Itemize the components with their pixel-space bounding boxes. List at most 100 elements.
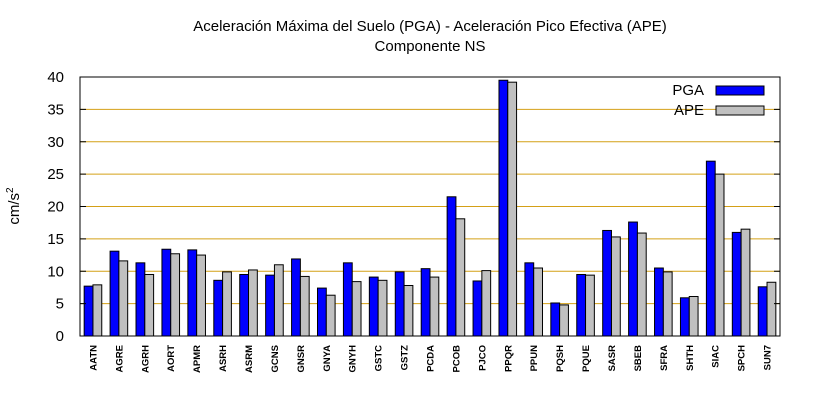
x-tick-label: SFRA	[659, 345, 670, 371]
y-tick-label: 10	[47, 263, 64, 280]
bar-pga-asrh	[214, 280, 223, 336]
bar-ape-pque	[586, 275, 595, 336]
y-tick-label: 20	[47, 199, 64, 216]
bar-ape-asrh	[223, 272, 232, 336]
y-tick-label: 30	[47, 134, 64, 151]
bar-ape-pcob	[456, 219, 465, 336]
x-tick-label: AATN	[88, 345, 99, 371]
bar-pga-asrm	[240, 274, 249, 336]
x-tick-label: APMR	[192, 345, 203, 373]
bar-ape-aatn	[93, 285, 102, 336]
bar-pga-pqsh	[551, 303, 560, 336]
bar-ape-gcns	[274, 265, 283, 336]
bar-ape-spch	[741, 229, 750, 336]
x-tick-label: PPQR	[503, 345, 514, 372]
bar-pga-pcob	[447, 197, 456, 336]
chart-title: Aceleración Máxima del Suelo (PGA) - Ace…	[193, 18, 667, 35]
bar-pga-ppun	[525, 263, 534, 336]
x-tick-label: GSTZ	[400, 345, 411, 371]
bar-ape-pcda	[430, 277, 439, 336]
x-tick-label: AORT	[166, 345, 177, 372]
x-tick-label: SASR	[607, 345, 618, 372]
bar-ape-asrm	[249, 270, 258, 336]
bar-pga-apmr	[188, 250, 197, 336]
bar-ape-shth	[689, 297, 698, 336]
x-tick-label: SUN7	[763, 345, 774, 370]
y-axis-label-unit: cm/s	[6, 193, 23, 225]
chart-subtitle: Componente NS	[375, 38, 486, 55]
bar-pga-gnsr	[292, 259, 301, 336]
bar-ape-pjco	[482, 271, 491, 336]
bar-pga-agre	[110, 251, 119, 336]
bar-pga-gnya	[317, 288, 326, 336]
bar-ape-agrh	[145, 274, 154, 336]
x-tick-label: AGRH	[140, 345, 151, 373]
bar-pga-aatn	[84, 286, 93, 336]
bar-pga-shth	[680, 298, 689, 336]
x-tick-label: SPCH	[737, 345, 748, 372]
bar-pga-spch	[732, 232, 741, 336]
bar-pga-sasr	[603, 230, 612, 336]
bar-ape-sun7	[767, 282, 776, 336]
y-axis-label: cm/s2	[5, 187, 23, 225]
bar-ape-ppun	[534, 268, 543, 336]
x-tick-label: PCOB	[451, 345, 462, 373]
bar-pga-ppqr	[499, 80, 508, 336]
y-tick-label: 0	[56, 328, 64, 345]
y-axis-label-exponent: 2	[5, 187, 16, 193]
bar-ape-sfra	[663, 272, 672, 336]
y-tick-label: 40	[47, 69, 64, 86]
x-tick-label: GCNS	[270, 345, 281, 372]
x-tick-label: GNSR	[296, 345, 307, 373]
x-tick-label: SBEB	[633, 345, 644, 372]
x-tick-label: GNYA	[322, 345, 333, 372]
x-tick-label: PCDA	[426, 345, 437, 372]
bar-ape-ppqr	[508, 82, 517, 336]
x-tick-labels: AATN AGRE AGRH AORT APMR ASRH ASRM GCNS GNSR GNYA…	[88, 345, 773, 373]
bar-ape-gnyh	[352, 282, 361, 336]
legend-swatch-ape	[716, 106, 764, 115]
bar-pga-agrh	[136, 263, 145, 336]
legend-swatch-pga	[716, 86, 764, 95]
x-tick-label: ASRH	[218, 345, 229, 372]
x-tick-label: SHTH	[685, 345, 696, 371]
x-tick-label: PQUE	[581, 345, 592, 372]
x-tick-label: PJCO	[477, 345, 488, 371]
legend-label-ape: APE	[674, 102, 704, 119]
bar-pga-gnyh	[343, 263, 352, 336]
legend-label-pga: PGA	[672, 82, 704, 99]
bar-ape-gnsr	[300, 276, 309, 336]
y-tick-label: 35	[47, 101, 64, 118]
bar-pga-pque	[577, 274, 586, 336]
bar-ape-gstz	[404, 285, 413, 336]
bars	[84, 80, 776, 336]
bar-pga-sun7	[758, 287, 767, 336]
bar-ape-aort	[171, 254, 180, 336]
x-tick-label: AGRE	[114, 345, 125, 372]
x-tick-label: GNYH	[348, 345, 359, 373]
bar-ape-agre	[119, 261, 128, 336]
bar-pga-sfra	[655, 268, 664, 336]
bar-ape-sasr	[611, 237, 620, 336]
bar-ape-pqsh	[560, 305, 569, 336]
legend: PGA APE	[672, 82, 764, 119]
bar-ape-apmr	[197, 255, 206, 336]
bar-ape-sbeb	[637, 233, 646, 336]
x-tick-label: ASRM	[244, 345, 255, 373]
x-tick-label: GSTC	[374, 345, 385, 372]
bar-pga-aort	[162, 249, 171, 336]
bar-ape-siac	[715, 174, 724, 336]
bar-pga-sbeb	[629, 222, 638, 336]
y-tick-label: 25	[47, 166, 64, 183]
bar-pga-gstc	[369, 277, 378, 336]
y-tick-label: 15	[47, 231, 64, 248]
bar-pga-siac	[706, 161, 715, 336]
chart: Aceleración Máxima del Suelo (PGA) - Ace…	[0, 0, 820, 400]
bar-pga-gcns	[266, 275, 275, 336]
bar-pga-pcda	[421, 269, 430, 336]
bar-ape-gstc	[378, 280, 387, 336]
x-tick-label: SIAC	[711, 345, 722, 368]
x-tick-label: PPUN	[529, 345, 540, 372]
bar-ape-gnya	[326, 295, 335, 336]
y-tick-label: 5	[56, 296, 64, 313]
